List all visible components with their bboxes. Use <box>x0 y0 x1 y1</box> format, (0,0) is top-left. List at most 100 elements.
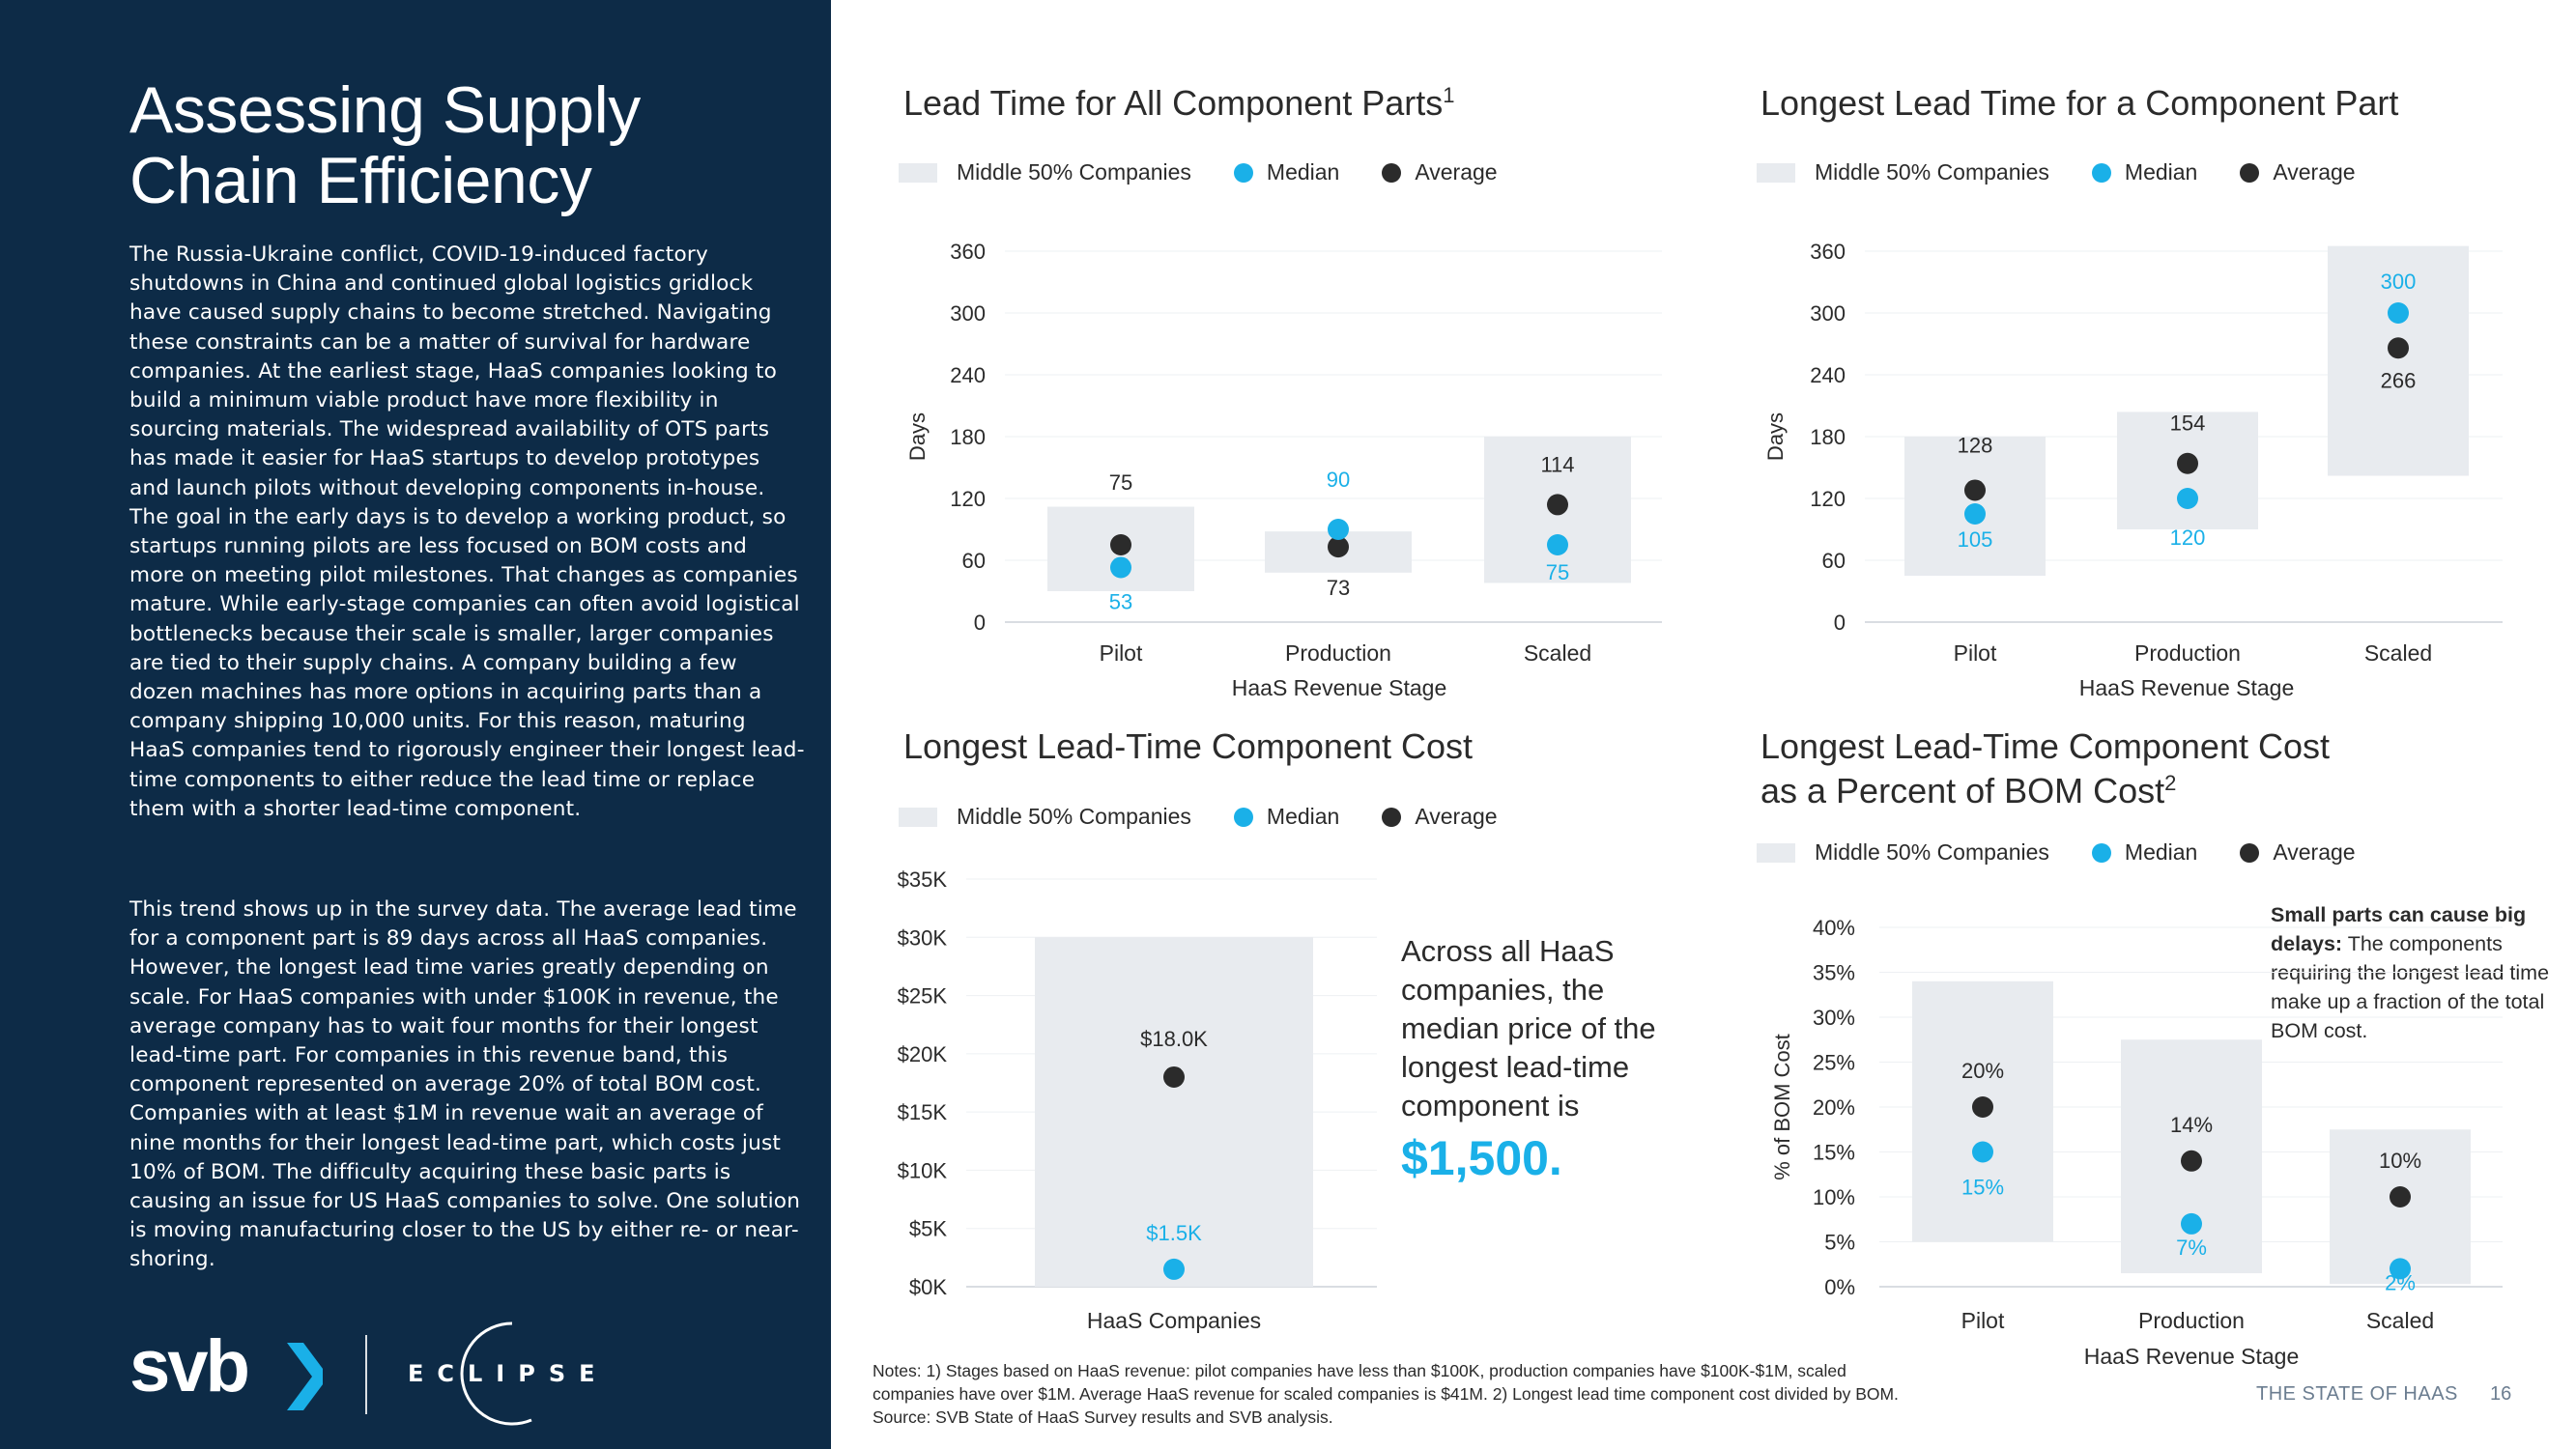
median-data-label: 7% <box>2176 1236 2207 1260</box>
median-point <box>1964 503 1986 525</box>
legend-band-swatch <box>1757 162 1795 183</box>
average-data-label: $18.0K <box>1140 1027 1208 1051</box>
legend-average-label: Average <box>1415 804 1498 829</box>
x-category-label: Pilot <box>1954 640 1997 666</box>
y-axis-label: % of BOM Cost <box>1770 1034 1794 1180</box>
y-tick-label: $0K <box>909 1275 947 1299</box>
logo-divider <box>365 1335 367 1414</box>
median-point <box>1110 556 1131 579</box>
chart2-title: Longest Lead Time for a Component Part <box>1760 83 2399 123</box>
average-data-label: 114 <box>1540 452 1574 476</box>
y-tick-label: 35% <box>1813 961 1855 985</box>
callout-text: Across all HaaS companies, the median pr… <box>1401 934 1656 1122</box>
legend-band-label: Middle 50% Companies <box>1815 839 2049 865</box>
legend-average-label: Average <box>2273 839 2356 865</box>
side-note: Small parts can cause big delays: The co… <box>2271 900 2551 1045</box>
median-point <box>2390 1258 2411 1280</box>
median-data-label: 105 <box>1958 527 1993 552</box>
legend-median-dot <box>2091 162 2111 183</box>
median-data-label: 300 <box>2381 270 2417 294</box>
x-category-label: Scaled <box>1524 640 1591 666</box>
footnote-line-1: Notes: 1) Stages based on HaaS revenue: … <box>873 1361 1846 1380</box>
svb-logo: svb <box>129 1333 323 1410</box>
average-point <box>1328 536 1349 558</box>
footnote-line-3: Source: SVB State of HaaS Survey results… <box>873 1407 1333 1427</box>
average-point <box>1163 1065 1185 1088</box>
y-tick-label: 360 <box>1810 240 1846 264</box>
legend-band-swatch <box>899 807 937 827</box>
y-tick-label: 300 <box>950 301 986 326</box>
y-tick-label: $25K <box>898 984 948 1009</box>
page-title: Assessing Supply Chain Efficiency <box>129 73 641 217</box>
median-point <box>1972 1141 1993 1163</box>
y-tick-label: 0% <box>1824 1275 1855 1299</box>
legend-band-swatch <box>899 162 937 183</box>
legend-median-dot <box>1233 162 1253 183</box>
x-category-label: Production <box>2134 640 2241 666</box>
body-paragraph-2: This trend shows up in the survey data. … <box>129 897 801 1272</box>
average-point <box>1964 479 1986 501</box>
y-tick-label: 240 <box>1810 363 1846 387</box>
y-axis-label: Days <box>1763 412 1788 461</box>
chart4-title: Longest Lead-Time Component Cost as a Pe… <box>1760 724 2330 813</box>
y-tick-label: 25% <box>1813 1051 1855 1075</box>
average-data-label: 10% <box>2379 1149 2421 1173</box>
chart1-legend: Middle 50% Companies Median Average <box>899 159 1540 185</box>
y-tick-label: 180 <box>950 425 986 449</box>
body-paragraph-1: The Russia-Ukraine conflict, COVID-19-in… <box>129 242 805 821</box>
x-axis-label: HaaS Revenue Stage <box>2084 1344 2300 1369</box>
x-axis-label: HaaS Revenue Stage <box>2079 675 2295 700</box>
y-tick-label: 60 <box>1822 549 1846 573</box>
sidebar-panel: Assessing Supply Chain Efficiency The Ru… <box>0 0 831 1449</box>
y-tick-label: $30K <box>898 925 948 950</box>
average-point <box>2177 452 2198 474</box>
svb-logo-text: svb <box>129 1333 248 1407</box>
median-data-label: 120 <box>2170 526 2206 550</box>
y-tick-label: 10% <box>1813 1185 1855 1209</box>
average-point <box>1972 1096 1993 1118</box>
footnote-line-2: companies have over $1M. Average HaaS re… <box>873 1384 1899 1404</box>
median-point <box>1163 1258 1185 1280</box>
median-data-label: 90 <box>1327 468 1350 492</box>
average-point <box>2181 1150 2202 1172</box>
y-tick-label: 15% <box>1813 1141 1855 1165</box>
footnote: Notes: 1) Stages based on HaaS revenue: … <box>873 1359 2080 1429</box>
median-data-label: 15% <box>1961 1176 2004 1200</box>
legend-band-label: Middle 50% Companies <box>957 804 1191 829</box>
y-tick-label: 0 <box>1834 611 1846 635</box>
chart4-title-line1: Longest Lead-Time Component Cost <box>1760 726 2330 766</box>
median-data-label: 2% <box>2385 1270 2416 1294</box>
y-tick-label: 180 <box>1810 425 1846 449</box>
x-category-label: Pilot <box>1100 640 1143 666</box>
x-axis-label: HaaS Revenue Stage <box>1232 675 1447 700</box>
y-tick-label: $15K <box>898 1100 948 1124</box>
chart3-title: Longest Lead-Time Component Cost <box>903 726 1473 766</box>
y-tick-label: 0 <box>974 611 986 635</box>
x-category-label: HaaS Companies <box>1087 1308 1261 1333</box>
y-tick-label: 240 <box>950 363 986 387</box>
x-category-label: Pilot <box>1961 1308 2005 1333</box>
legend-median-dot <box>2091 842 2111 863</box>
x-category-label: Scaled <box>2366 1308 2434 1333</box>
legend-average-dot <box>2240 842 2260 863</box>
legend-band-label: Middle 50% Companies <box>1815 159 2049 185</box>
y-tick-label: $5K <box>909 1217 947 1241</box>
legend-average-label: Average <box>1415 159 1498 185</box>
y-tick-label: 120 <box>950 487 986 511</box>
x-category-label: Scaled <box>2364 640 2432 666</box>
legend-median-label: Median <box>2124 159 2198 185</box>
eclipse-arc-icon <box>460 1321 532 1426</box>
chart4-legend: Middle 50% Companies Median Average <box>1757 839 2398 866</box>
legend-median-label: Median <box>1266 804 1340 829</box>
median-point <box>2181 1212 2202 1235</box>
average-data-label: 14% <box>2170 1113 2213 1137</box>
average-data-label: 154 <box>2170 412 2206 436</box>
chart2-legend: Middle 50% Companies Median Average <box>1757 159 2398 185</box>
x-category-label: Production <box>1285 640 1391 666</box>
side-note-bold: Small parts can cause big delays: <box>2271 903 2527 955</box>
middle-50-band <box>2328 245 2469 476</box>
eclipse-logo-text: ECLIPSE <box>408 1360 609 1387</box>
y-tick-label: 30% <box>1813 1006 1855 1030</box>
average-data-label: 20% <box>1961 1059 2004 1083</box>
